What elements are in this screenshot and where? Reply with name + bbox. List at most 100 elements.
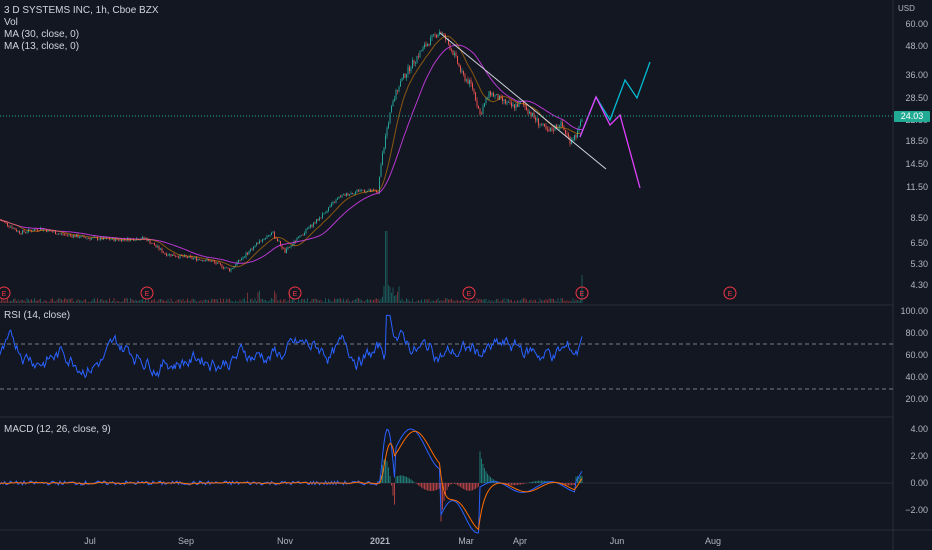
- volume-bar: [232, 301, 233, 303]
- macd-hist-bar: [422, 483, 424, 489]
- macd-hist-bar: [523, 483, 524, 484]
- volume-bar: [323, 301, 325, 303]
- volume-bar: [578, 300, 580, 303]
- price-candle: [451, 49, 452, 51]
- volume-bar: [448, 299, 449, 303]
- price-candle: [376, 190, 377, 193]
- macd-hist-bar: [542, 480, 544, 483]
- ma13-legend[interactable]: MA (13, close, 0): [4, 41, 80, 52]
- projection-down[interactable]: [579, 95, 641, 189]
- price-candle: [241, 258, 242, 261]
- volume-bar: [491, 299, 493, 303]
- volume-bar: [571, 301, 572, 303]
- rsi-legend[interactable]: RSI (14, close): [4, 310, 71, 321]
- volume-bar: [2, 298, 4, 303]
- time-tick-label: Jun: [610, 536, 625, 546]
- volume-bar: [532, 301, 533, 303]
- volume-bar: [0, 301, 1, 303]
- macd-hist-bar: [488, 475, 490, 483]
- volume-bar: [439, 301, 440, 303]
- volume-bar: [85, 299, 86, 303]
- price-candle: [358, 190, 359, 192]
- volume-bar: [508, 299, 509, 303]
- price-candle: [533, 112, 535, 118]
- price-candle: [553, 130, 554, 132]
- volume-bar: [97, 298, 98, 303]
- price-candle: [61, 233, 62, 235]
- symbol-title[interactable]: 3 D SYSTEMS INC, 1h, Cboe BZX: [4, 5, 159, 16]
- macd-hist-bar: [404, 476, 406, 483]
- volume-bar: [518, 300, 520, 303]
- volume-bar: [251, 298, 253, 303]
- volume-bar: [244, 298, 245, 303]
- price-candle: [556, 125, 557, 129]
- price-candle: [403, 73, 404, 78]
- price-candle: [158, 245, 160, 250]
- volume-bar: [410, 301, 412, 303]
- price-candle: [275, 237, 277, 239]
- price-candle: [47, 229, 49, 232]
- macd-hist-bar: [484, 468, 485, 483]
- volume-bar: [391, 292, 392, 303]
- price-candle: [475, 92, 476, 101]
- volume-bar: [95, 301, 97, 303]
- price-candle: [421, 50, 422, 52]
- price-candle: [301, 235, 302, 236]
- price-candle: [188, 256, 190, 258]
- price-candle: [248, 251, 250, 255]
- volume-bar: [472, 301, 473, 303]
- price-candle: [352, 192, 353, 194]
- earnings-marker: [575, 286, 589, 300]
- price-candle: [40, 228, 41, 231]
- macd-tick-label: 2.00: [910, 451, 928, 461]
- price-candle: [422, 47, 424, 51]
- macd-hist-bar: [455, 483, 457, 485]
- volume-bar: [169, 301, 170, 303]
- price-candle: [244, 257, 245, 258]
- volume-bar: [235, 300, 236, 303]
- price-candle: [482, 106, 484, 115]
- price-candle: [52, 231, 53, 233]
- price-candle: [524, 104, 526, 107]
- price-candle: [284, 248, 286, 253]
- price-candle: [551, 128, 553, 131]
- price-candle: [433, 34, 434, 36]
- price-candle: [80, 235, 82, 238]
- volume-bar: [140, 299, 142, 303]
- volume-bar: [193, 298, 194, 303]
- price-candle: [446, 39, 448, 41]
- volume-bar: [238, 301, 239, 303]
- price-candle: [491, 93, 493, 96]
- volume-bar: [263, 299, 265, 303]
- volume-bar: [341, 300, 343, 303]
- macd-hist-bar: [569, 483, 571, 486]
- volume-bar: [145, 298, 146, 303]
- volume-bar: [29, 300, 31, 303]
- volume-bar: [511, 299, 512, 303]
- volume-bar: [463, 300, 464, 303]
- macd-hist-bar: [512, 483, 514, 486]
- volume-bar: [248, 301, 250, 303]
- volume-bar: [257, 292, 259, 303]
- projection-up[interactable]: [579, 61, 651, 138]
- price-candle: [187, 256, 188, 258]
- price-candle: [34, 229, 35, 231]
- volume-bar: [293, 298, 295, 303]
- volume-bar: [556, 301, 557, 303]
- vol-legend[interactable]: Vol: [4, 17, 18, 28]
- macd-hist-bar: [575, 476, 577, 483]
- trendline[interactable]: [439, 32, 607, 170]
- volume-bar: [286, 301, 287, 303]
- volume-bar: [476, 298, 478, 303]
- price-candle: [332, 202, 334, 204]
- price-candle: [37, 229, 38, 231]
- price-candle: [437, 34, 439, 38]
- volume-bar: [76, 300, 77, 303]
- volume-bar: [526, 299, 527, 303]
- price-candle: [514, 104, 515, 109]
- ma30-legend[interactable]: MA (30, close, 0): [4, 29, 80, 40]
- price-candle: [245, 252, 247, 258]
- macd-legend[interactable]: MACD (12, 26, close, 9): [4, 424, 111, 435]
- volume-bar: [424, 299, 425, 303]
